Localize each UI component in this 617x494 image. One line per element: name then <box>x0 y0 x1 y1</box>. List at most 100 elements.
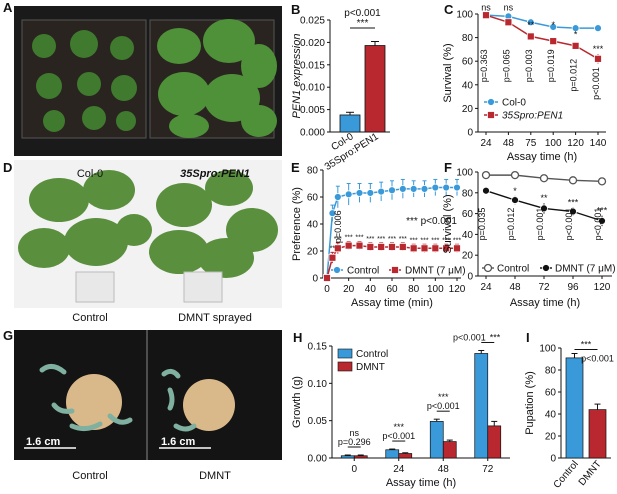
photo-panel-d <box>14 160 282 308</box>
chart-e-xlabel: Assay time (min) <box>351 297 433 309</box>
caption-dmnt-sprayed: DMNT sprayed <box>178 312 252 324</box>
chart-f-y-tick-label: 20 <box>462 251 474 262</box>
chart-b-y-tick-label: 0.005 <box>300 105 325 116</box>
chart-b-ylabel: PEN1 expression <box>291 34 303 119</box>
chart-e-y-tick-label: 60 <box>307 193 319 204</box>
chart-e-point-stars: *** <box>453 237 461 244</box>
chart-c-x-tick-label: 100 <box>545 138 562 149</box>
chart-c-y-tick-label: 80 <box>462 33 474 44</box>
chart-b-y-tick-label: 0.020 <box>300 38 325 49</box>
chart-c-y-tick-label: 100 <box>456 10 473 21</box>
chart-e-point <box>398 243 407 251</box>
chart-e-rotated-pvalue: p=0.006 <box>333 210 343 243</box>
chart-e-point-stars: *** <box>355 235 363 242</box>
larvae-photo-g: 1.6 cm 1.6 cm <box>24 330 235 460</box>
chart-c-stars: ns <box>504 2 514 12</box>
chart-e-point <box>453 244 461 253</box>
chart-f-stars: *** <box>568 197 579 207</box>
panel-letter-i: I <box>526 330 530 345</box>
chart-h-y-tick-label: 0.10 <box>308 379 328 390</box>
chart-f-point <box>568 176 578 185</box>
chart-c-x-tick-label: 75 <box>525 138 537 149</box>
chart-f-xlabel: Assay time (h) <box>510 297 580 309</box>
chart-b-y-tick-label: 0.010 <box>300 83 325 94</box>
chart-e-legend-label: DMNT (7 μM) <box>405 266 466 277</box>
chart-h-bar <box>398 453 413 459</box>
chart-f-y-tick-label: 40 <box>462 230 474 241</box>
chart-c-point <box>526 18 535 27</box>
chart-c-pvalue: p=0.019 <box>546 49 556 82</box>
chart-e-point <box>398 184 407 193</box>
chart-e-point <box>377 187 386 196</box>
chart-e-point <box>328 209 337 218</box>
chart-f-point <box>511 196 519 204</box>
caption-35spro-pen1: 35Spro:PEN1 <box>180 168 250 180</box>
chart-h-stars: *** <box>393 422 404 432</box>
chart-e-point <box>453 183 461 192</box>
chart-e-x-tick-label: 120 <box>449 284 466 295</box>
plants-photo-d <box>18 170 278 303</box>
chart-e-x-tick-label: 20 <box>343 284 355 295</box>
chart-h-y-tick-label: 0.00 <box>308 454 328 465</box>
chart-h-stars: ns <box>349 428 359 438</box>
panel-letter-f: F <box>444 160 452 175</box>
chart-f-legend-marker <box>483 263 493 273</box>
chart-e-point <box>388 186 396 195</box>
chart-i-x-tick-label: Control <box>552 459 581 491</box>
chart-f-x-tick-label: 120 <box>594 282 611 293</box>
panel-letter-b: B <box>291 2 300 17</box>
chart-i-ylabel: Pupation (%) <box>524 371 536 435</box>
chart-c-stars: *** <box>593 44 604 54</box>
chart-h-bar <box>429 421 444 459</box>
chart-f-x-tick-label: 24 <box>480 282 492 293</box>
chart-e-y-tick-label: 80 <box>307 166 319 177</box>
chart-e-x-tick-label: 60 <box>386 284 398 295</box>
chart-h-x-tick-label: 0 <box>351 464 357 475</box>
chart-c-point <box>482 11 490 20</box>
chart-c-x-tick-label: 120 <box>567 138 584 149</box>
chart-c-y-tick-label: 60 <box>462 57 474 68</box>
chart-c-y-tick-label: 20 <box>462 104 474 115</box>
chart-e-ylabel: Preference (%) <box>291 187 303 261</box>
chart-e-point <box>377 243 386 251</box>
chart-c-point <box>504 18 513 27</box>
chart-e-y-tick-label: 0 <box>312 274 318 285</box>
chart-e-point-stars: *** <box>377 236 385 243</box>
chart-i-y-tick-label: 0 <box>550 454 556 465</box>
chart-e-point <box>409 244 418 253</box>
chart-e-point-stars: *** <box>345 235 353 242</box>
chart-e-point-stars: *** <box>420 237 428 244</box>
chart-e-point <box>431 244 440 253</box>
chart-f-y-tick-label: 80 <box>462 188 474 199</box>
chart-c-series-line <box>485 14 598 29</box>
chart-i-y-tick-label: 20 <box>545 432 557 443</box>
chart-h-y-tick-label: 0.15 <box>308 342 328 353</box>
chart-e-point <box>333 244 342 253</box>
chart-f-pvalue: p<0.001 <box>564 208 574 241</box>
chart-c-pvalue: p=0.003 <box>524 49 534 82</box>
chart-e-y-tick-label: 20 <box>307 247 319 258</box>
chart-c-stars: * <box>551 20 555 30</box>
chart-e-point <box>355 189 364 197</box>
chart-c-stars: ns <box>481 2 491 12</box>
chart-c-xlabel: Assay time (h) <box>507 151 577 163</box>
chart-f-point <box>569 207 577 216</box>
chart-f-point <box>540 204 548 213</box>
chart-e-point-stars: *** <box>431 237 439 244</box>
chart-c-legend-label: Col-0 <box>502 98 526 109</box>
caption-col0: Col-0 <box>76 168 104 180</box>
photo-panel-g: 1.6 cm 1.6 cm <box>14 330 282 460</box>
chart-c-x-tick-label: 140 <box>590 138 607 149</box>
chart-e-pvalue: *** p<0.001 <box>406 216 457 227</box>
chart-c-point <box>549 37 558 46</box>
chart-i-y-tick-label: 40 <box>545 410 557 421</box>
caption-dmnt-g: DMNT <box>199 470 231 482</box>
chart-e-x-tick-label: 100 <box>427 284 444 295</box>
chart-c-x-tick-label: 24 <box>480 138 492 149</box>
panel-letter-c: C <box>444 2 454 17</box>
chart-h-bar <box>474 353 489 459</box>
chart-h-xlabel: Assay time (h) <box>386 477 456 489</box>
chart-e-point <box>442 244 451 253</box>
chart-f-legend-label: Control <box>497 264 529 275</box>
chart-e-point <box>420 244 429 253</box>
